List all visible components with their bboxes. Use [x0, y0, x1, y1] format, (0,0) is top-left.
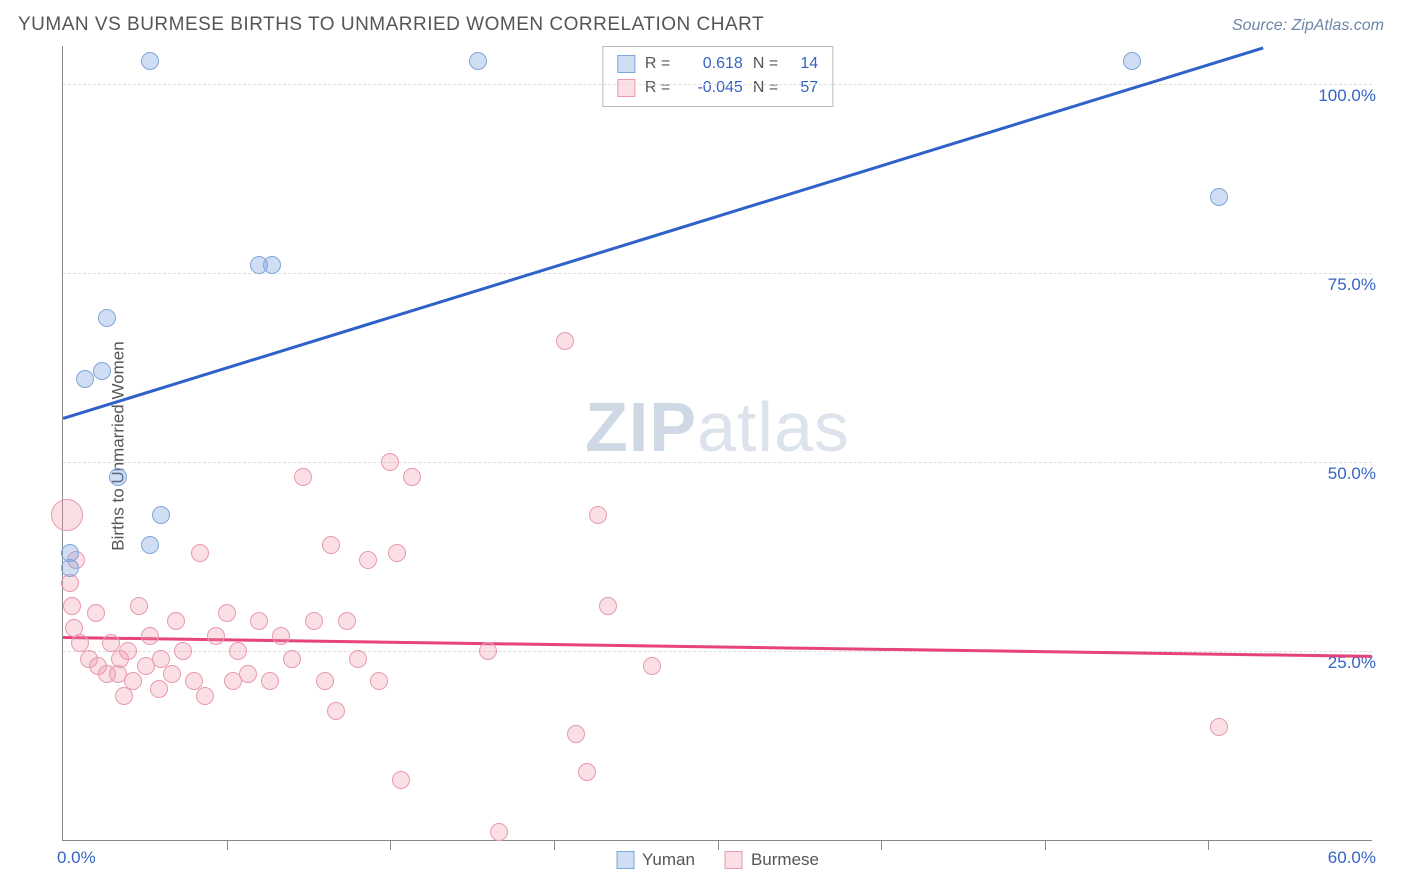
data-point: [283, 650, 301, 668]
data-point: [119, 642, 137, 660]
x-tick: [227, 840, 228, 850]
swatch-burmese: [617, 79, 635, 97]
data-point: [327, 702, 345, 720]
data-point: [322, 536, 340, 554]
swatch-yuman: [617, 55, 635, 73]
data-point: [556, 332, 574, 350]
data-point: [305, 612, 323, 630]
data-point: [191, 544, 209, 562]
gridline: [63, 462, 1372, 463]
gridline: [63, 84, 1372, 85]
swatch-burmese-icon: [725, 851, 743, 869]
correlation-legend: R =0.618 N =14 R =-0.045 N =57: [602, 46, 833, 107]
data-point: [141, 52, 159, 70]
legend-item-burmese: Burmese: [725, 850, 819, 870]
data-point: [93, 362, 111, 380]
data-point: [643, 657, 661, 675]
data-point: [141, 627, 159, 645]
data-point: [567, 725, 585, 743]
data-point: [589, 506, 607, 524]
x-axis-max-label: 60.0%: [1328, 848, 1376, 868]
data-point: [261, 672, 279, 690]
legend-row-yuman: R =0.618 N =14: [617, 52, 818, 76]
data-point: [130, 597, 148, 615]
swatch-yuman-icon: [616, 851, 634, 869]
data-point: [98, 309, 116, 327]
x-tick: [1045, 840, 1046, 850]
data-point: [229, 642, 247, 660]
data-point: [76, 370, 94, 388]
data-point: [152, 506, 170, 524]
data-point: [163, 665, 181, 683]
legend-row-burmese: R =-0.045 N =57: [617, 76, 818, 100]
x-tick: [1208, 840, 1209, 850]
data-point: [370, 672, 388, 690]
data-point: [61, 544, 79, 562]
data-point: [1210, 718, 1228, 736]
data-point: [141, 536, 159, 554]
data-point: [150, 680, 168, 698]
data-point: [392, 771, 410, 789]
trend-line: [63, 636, 1372, 657]
data-point: [388, 544, 406, 562]
data-point: [174, 642, 192, 660]
data-point: [250, 612, 268, 630]
data-point: [109, 468, 127, 486]
x-axis-min-label: 0.0%: [57, 848, 96, 868]
data-point: [218, 604, 236, 622]
data-point: [338, 612, 356, 630]
data-point: [294, 468, 312, 486]
x-tick: [718, 840, 719, 850]
y-tick-label: 100.0%: [1310, 86, 1376, 106]
data-point: [263, 256, 281, 274]
legend-item-yuman: Yuman: [616, 850, 695, 870]
data-point: [479, 642, 497, 660]
data-point: [359, 551, 377, 569]
data-point: [196, 687, 214, 705]
chart-title: YUMAN VS BURMESE BIRTHS TO UNMARRIED WOM…: [18, 14, 764, 36]
data-point: [167, 612, 185, 630]
series-legend: Yuman Burmese: [616, 850, 819, 870]
data-point: [316, 672, 334, 690]
data-point: [490, 823, 508, 841]
data-point: [124, 672, 142, 690]
data-point: [239, 665, 257, 683]
data-point: [207, 627, 225, 645]
data-point: [381, 453, 399, 471]
watermark: ZIPatlas: [585, 387, 850, 467]
data-point: [1123, 52, 1141, 70]
source-label: Source: ZipAtlas.com: [1232, 17, 1384, 35]
legend-label: Yuman: [642, 850, 695, 870]
data-point: [599, 597, 617, 615]
data-point: [63, 597, 81, 615]
data-point: [272, 627, 290, 645]
x-tick: [554, 840, 555, 850]
y-tick-label: 50.0%: [1320, 464, 1376, 484]
y-tick-label: 75.0%: [1320, 275, 1376, 295]
x-tick: [881, 840, 882, 850]
scatter-plot: ZIPatlas R =0.618 N =14 R =-0.045 N =57 …: [62, 46, 1372, 841]
data-point: [403, 468, 421, 486]
x-tick: [390, 840, 391, 850]
legend-label: Burmese: [751, 850, 819, 870]
data-point: [578, 763, 596, 781]
data-point: [87, 604, 105, 622]
data-point: [1210, 188, 1228, 206]
data-point: [349, 650, 367, 668]
data-point: [51, 499, 83, 531]
data-point: [469, 52, 487, 70]
